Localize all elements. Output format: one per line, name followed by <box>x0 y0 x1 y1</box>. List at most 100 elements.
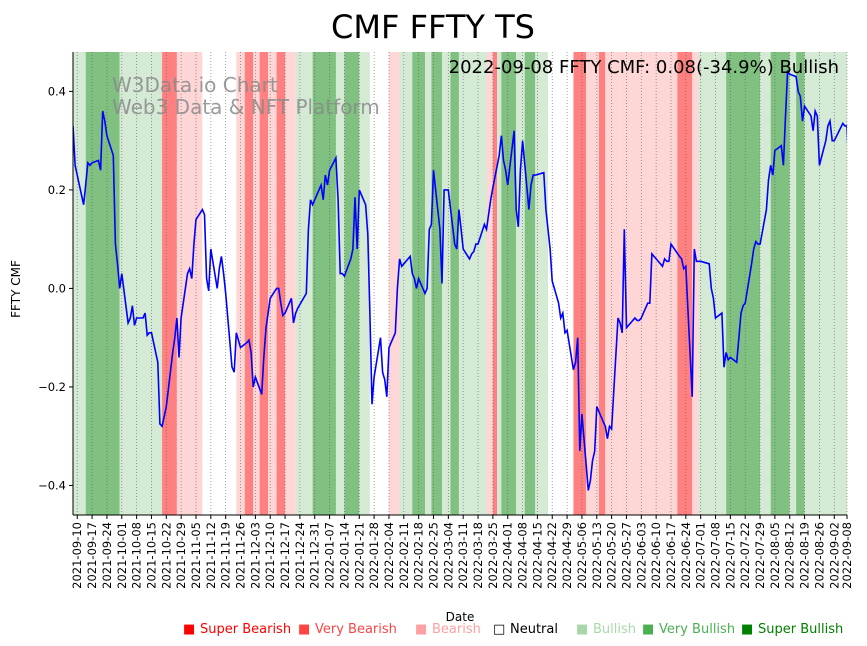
x-tick-label: 2022-05-13 <box>590 522 604 589</box>
x-tick-label: 2022-07-01 <box>694 522 708 589</box>
latest-value-annotation: 2022-09-08 FFTY CMF: 0.08(-34.9%) Bullis… <box>449 57 839 78</box>
legend-marker: ■ <box>415 622 427 637</box>
regime-band-very-bearish <box>244 52 254 515</box>
cmf-series-line <box>73 69 847 491</box>
x-tick-label: 2022-06-24 <box>679 522 693 589</box>
legend-item-neutral: □ Neutral <box>493 622 558 637</box>
regime-band-bullish <box>497 52 502 515</box>
x-tick-label: 2022-01-07 <box>323 522 337 589</box>
legend-item-bearish: ■ Bearish <box>415 622 481 637</box>
x-tick-label: 2022-09-02 <box>827 522 841 589</box>
x-tick-label: 2022-06-17 <box>664 522 678 589</box>
x-tick-label: 2021-11-26 <box>234 522 248 589</box>
x-tick-label: 2022-07-29 <box>753 522 767 589</box>
regime-band-neutral <box>548 52 574 515</box>
regime-band-bearish <box>388 52 400 515</box>
x-tick-label: 2022-08-19 <box>798 522 812 589</box>
regime-band-bullish <box>760 52 771 515</box>
regime-band-very-bullish <box>796 52 805 515</box>
legend-label: Bearish <box>432 622 481 637</box>
regime-band-very-bullish <box>312 52 336 515</box>
regime-band-bullish <box>804 52 847 515</box>
x-tick-label: 2022-06-10 <box>649 522 663 589</box>
regime-band-very-bullish <box>770 52 790 515</box>
watermark: W3Data.io Chart Web3 Data & NFT Platform <box>112 73 380 119</box>
legend-marker: ■ <box>183 622 195 637</box>
regime-band-bearish <box>268 52 277 515</box>
regime-band-very-bullish <box>501 52 517 515</box>
legend-label: Neutral <box>510 622 558 637</box>
regime-band-very-bearish <box>276 52 286 515</box>
x-tick-label: 2022-03-11 <box>456 522 470 589</box>
x-tick-label: 2021-11-05 <box>189 522 203 589</box>
x-tick-label: 2022-02-04 <box>382 522 396 589</box>
regime-band-very-bullish <box>450 52 459 515</box>
axes <box>72 52 847 516</box>
legend-label: Very Bullish <box>659 622 735 637</box>
legend-label: Bullish <box>593 622 636 637</box>
x-axis-label: Date <box>446 610 475 624</box>
regime-band-very-bullish <box>431 52 442 515</box>
x-tick-label: 2022-07-15 <box>723 522 737 589</box>
regime-band-very-bearish <box>573 52 587 515</box>
x-tick-label: 2022-02-18 <box>412 522 426 589</box>
regime-band-bullish <box>119 52 163 515</box>
x-tick-label: 2021-09-24 <box>100 522 114 589</box>
legend-marker: ■ <box>298 622 310 637</box>
x-gridlines <box>76 52 848 515</box>
x-tick-label: 2021-10-08 <box>130 522 144 589</box>
regime-band-bullish <box>425 52 432 515</box>
x-tick-label: 2021-10-22 <box>159 522 173 589</box>
legend-label: Super Bearish <box>200 622 291 637</box>
regime-band-bullish <box>789 52 797 515</box>
legend-marker: ■ <box>741 622 753 637</box>
x-tick-label: 2022-05-20 <box>605 522 619 589</box>
legend-label: Super Bullish <box>758 622 843 637</box>
legend-marker: ■ <box>642 622 654 637</box>
legend-marker: □ <box>493 622 505 637</box>
watermark-line-1: W3Data.io Chart <box>112 73 278 97</box>
x-tick-label: 2022-04-29 <box>560 522 574 589</box>
x-tick-label: 2022-03-04 <box>441 522 455 589</box>
x-tick-label: 2022-01-14 <box>337 522 351 589</box>
x-tick-label: 2022-01-28 <box>367 522 381 589</box>
x-ticks: 2021-09-10 2021-09-17 2021-09-24 2021-10-01… <box>70 515 854 589</box>
watermark-line-2: Web3 Data & NFT Platform <box>112 95 380 119</box>
regime-band-bearish <box>605 52 621 515</box>
x-tick-label: 2022-03-25 <box>486 522 500 589</box>
x-tick-label: 2021-12-31 <box>308 522 322 589</box>
x-tick-label: 2022-04-22 <box>545 522 559 589</box>
x-tick-label: 2022-08-05 <box>768 522 782 589</box>
x-tick-label: 2021-12-03 <box>248 522 262 589</box>
y-tick-label: 0.0 <box>48 281 66 295</box>
regime-bands <box>73 52 847 515</box>
legend-item-very-bullish: ■ Very Bullish <box>642 622 735 637</box>
regime-band-very-bearish <box>598 52 606 515</box>
y-tick-label: 0.2 <box>48 183 66 197</box>
legend-item-super-bullish: ■ Super Bullish <box>741 622 843 637</box>
series-layer <box>73 69 847 491</box>
regime-band-bullish <box>359 52 370 515</box>
regime-band-bearish <box>586 52 599 515</box>
regime-band-bullish <box>335 52 345 515</box>
regime-band-bearish <box>253 52 260 515</box>
regime-band-neutral <box>369 52 389 515</box>
x-tick-label: 2021-12-17 <box>278 522 292 589</box>
regime-band-very-bearish <box>259 52 269 515</box>
regime-band-bearish <box>692 52 699 515</box>
y-tick-label: −0.4 <box>38 478 66 492</box>
legend-item-super-bearish: ■ Super Bearish <box>183 622 291 637</box>
regime-band-very-bullish <box>344 52 360 515</box>
regime-band-very-bullish <box>524 52 536 515</box>
x-tick-label: 2022-07-08 <box>709 522 723 589</box>
x-tick-label: 2021-12-10 <box>263 522 277 589</box>
regime-band-bullish <box>698 52 727 515</box>
legend-item-bullish: ■ Bullish <box>576 622 636 637</box>
x-tick-label: 2021-12-24 <box>293 522 307 589</box>
legend-label: Very Bearish <box>315 622 397 637</box>
regime-band-bullish <box>535 52 549 515</box>
x-tick-label: 2022-02-25 <box>427 522 441 589</box>
x-tick-label: 2022-04-08 <box>516 522 530 589</box>
regime-band-bearish <box>176 52 203 515</box>
chart-title: CMF FFTY TS <box>331 8 535 46</box>
